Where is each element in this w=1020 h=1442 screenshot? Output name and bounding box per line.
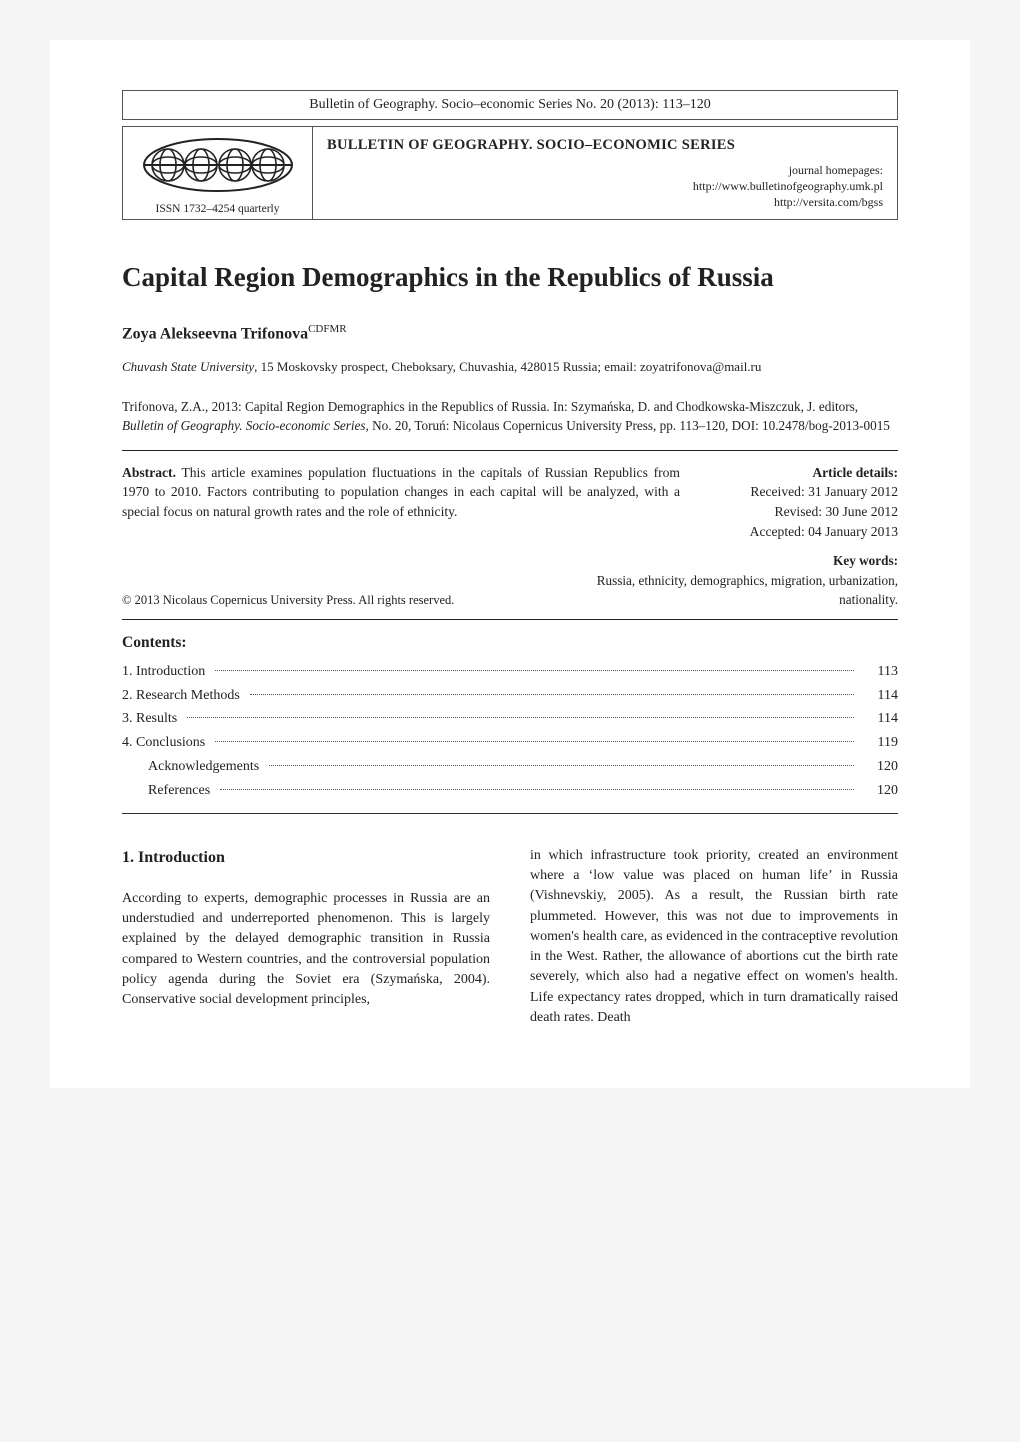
toc-row: 1. Introduction 113 (122, 660, 898, 684)
citation-part2: No. 20, Toruń: Nicolaus Copernicus Unive… (369, 418, 890, 433)
affiliation: Chuvash State University, 15 Moskovsky p… (122, 359, 898, 375)
keywords-label: Key words: (568, 551, 898, 570)
journal-homepages: journal homepages: http://www.bulletinof… (327, 162, 883, 211)
header-series-line: Bulletin of Geography. Socio–economic Se… (122, 90, 898, 120)
copyright: © 2013 Nicolaus Copernicus University Pr… (122, 591, 540, 609)
toc-page: 120 (858, 779, 898, 803)
toc-page: 113 (858, 660, 898, 684)
toc-label: 2. Research Methods (122, 684, 246, 708)
accepted-date: Accepted: 04 January 2013 (708, 522, 898, 542)
keywords-block: © 2013 Nicolaus Copernicus University Pr… (122, 551, 898, 608)
toc-label: References (122, 779, 216, 803)
body-text-left: According to experts, demographic proces… (122, 889, 490, 1011)
page: Bulletin of Geography. Socio–economic Se… (50, 40, 970, 1088)
citation-journal: Bulletin of Geography. Socio-economic Se… (122, 418, 369, 433)
toc-row: References 120 (122, 779, 898, 803)
author-sup: CDFMR (308, 323, 347, 335)
contents-title: Contents: (122, 634, 898, 652)
issn: ISSN 1732–4254 quarterly (156, 203, 280, 215)
toc-label: 4. Conclusions (122, 731, 211, 755)
toc-label: 1. Introduction (122, 660, 211, 684)
toc-page: 120 (858, 755, 898, 779)
author-name: Zoya Alekseevna TrifonovaCDFMR (122, 323, 898, 343)
toc-label: Acknowledgements (122, 755, 265, 779)
toc-page: 114 (858, 684, 898, 708)
divider (122, 619, 898, 620)
received-date: Received: 31 January 2012 (708, 482, 898, 502)
toc-row: 3. Results 114 (122, 707, 898, 731)
abstract: Abstract. This article examines populati… (122, 463, 680, 542)
body-columns: 1. Introduction According to experts, de… (122, 846, 898, 1029)
keywords-text: Russia, ethnicity, demographics, migrati… (568, 571, 898, 609)
affiliation-rest: , 15 Moskovsky prospect, Cheboksary, Chu… (254, 359, 761, 374)
header-right-cell: BULLETIN OF GEOGRAPHY. SOCIO–ECONOMIC SE… (313, 127, 897, 219)
homepages-label: journal homepages: (327, 162, 883, 178)
divider (122, 813, 898, 814)
column-left: 1. Introduction According to experts, de… (122, 846, 490, 1029)
toc-row: 2. Research Methods 114 (122, 684, 898, 708)
body-text-right: in which infrastructure took priority, c… (530, 846, 898, 1029)
revised-date: Revised: 30 June 2012 (708, 502, 898, 522)
keywords: Key words: Russia, ethnicity, demographi… (568, 551, 898, 608)
toc-leader (220, 789, 854, 790)
article-title: Capital Region Demographics in the Repub… (122, 262, 898, 293)
citation-part1: Trifonova, Z.A., 2013: Capital Region De… (122, 399, 858, 414)
homepage-link-1[interactable]: http://www.bulletinofgeography.umk.pl (327, 178, 883, 194)
homepage-link-2[interactable]: http://versita.com/bgss (327, 194, 883, 210)
table-of-contents: 1. Introduction 1132. Research Methods 1… (122, 660, 898, 803)
toc-row: 4. Conclusions 119 (122, 731, 898, 755)
logo-cell: ISSN 1732–4254 quarterly (123, 127, 313, 219)
abstract-label: Abstract. (122, 465, 176, 480)
article-details-label: Article details: (708, 463, 898, 483)
toc-leader (250, 694, 854, 695)
abstract-text: This article examines population fluctua… (122, 465, 680, 519)
toc-label: 3. Results (122, 707, 183, 731)
author-name-text: Zoya Alekseevna Trifonova (122, 325, 308, 342)
toc-row: Acknowledgements 120 (122, 755, 898, 779)
toc-page: 114 (858, 707, 898, 731)
divider (122, 450, 898, 451)
section-heading: 1. Introduction (122, 846, 490, 869)
column-right: in which infrastructure took priority, c… (530, 846, 898, 1029)
toc-leader (269, 765, 854, 766)
series-title: BULLETIN OF GEOGRAPHY. SOCIO–ECONOMIC SE… (327, 137, 883, 154)
affiliation-institution: Chuvash State University (122, 359, 254, 374)
header-grid: ISSN 1732–4254 quarterly BULLETIN OF GEO… (122, 126, 898, 220)
citation: Trifonova, Z.A., 2013: Capital Region De… (122, 397, 898, 435)
globe-logo-icon (138, 137, 298, 199)
article-details: Article details: Received: 31 January 20… (708, 463, 898, 542)
toc-leader (187, 717, 854, 718)
abstract-block: Abstract. This article examines populati… (122, 463, 898, 542)
toc-leader (215, 670, 854, 671)
toc-page: 119 (858, 731, 898, 755)
toc-leader (215, 741, 854, 742)
